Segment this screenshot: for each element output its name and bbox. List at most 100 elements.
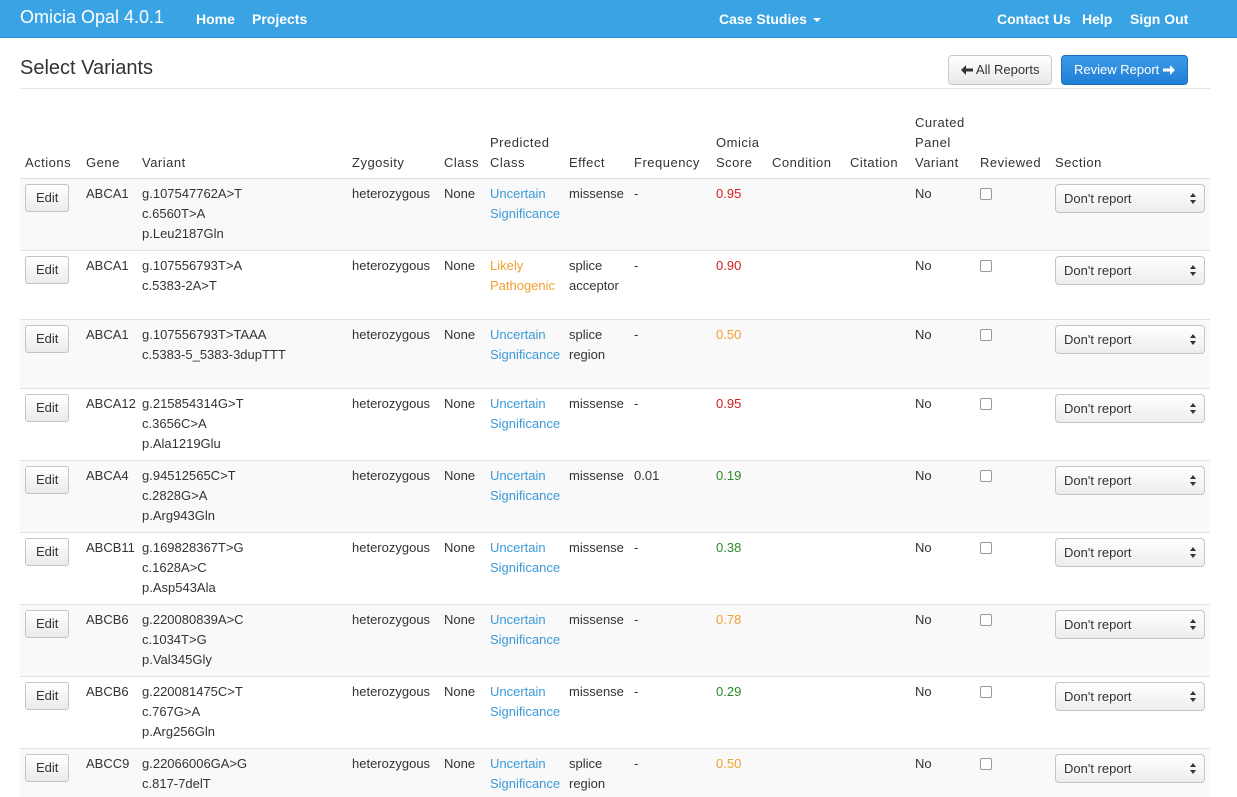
predicted-class-cell[interactable]: Uncertain Significance xyxy=(485,178,564,251)
variant-genomic: g.107556793T>TAAA xyxy=(142,327,267,342)
predicted-class-line1[interactable]: Uncertain xyxy=(490,540,546,555)
predicted-class-cell[interactable]: Likely Pathogenic xyxy=(485,250,564,320)
nav-projects[interactable]: Projects xyxy=(252,11,308,27)
section-select[interactable]: Don't report xyxy=(1055,256,1205,285)
condition-cell xyxy=(767,604,845,677)
nav-help[interactable]: Help xyxy=(1082,11,1113,27)
predicted-class-cell[interactable]: Uncertain Significance xyxy=(485,604,564,677)
section-cell: Don't report xyxy=(1050,319,1210,389)
actions-cell: Edit xyxy=(20,178,81,251)
edit-button[interactable]: Edit xyxy=(25,394,70,422)
header-citation: Citation xyxy=(845,113,910,179)
effect-cell: missense xyxy=(564,532,629,605)
predicted-class-line1[interactable]: Uncertain xyxy=(490,612,546,627)
edit-button[interactable]: Edit xyxy=(25,754,70,782)
curated-cell: No xyxy=(910,319,975,389)
predicted-class-line1[interactable]: Uncertain xyxy=(490,684,546,699)
frequency-cell: - xyxy=(629,676,711,749)
predicted-class-cell[interactable]: Uncertain Significance xyxy=(485,388,564,461)
frequency-cell: - xyxy=(629,748,711,797)
variant-protein: p.Asp543Ala xyxy=(142,580,216,595)
review-report-button[interactable]: Review Report xyxy=(1061,55,1188,85)
predicted-class-line2[interactable]: Significance xyxy=(490,704,561,719)
class-cell: None xyxy=(439,460,485,533)
variant-cell: g.215854314G>T c.3656C>A p.Ala1219Glu xyxy=(137,388,347,461)
effect-line1: missense xyxy=(569,684,624,699)
gene-cell: ABCA12 xyxy=(81,388,137,461)
reviewed-checkbox[interactable] xyxy=(980,686,992,698)
predicted-class-line2[interactable]: Significance xyxy=(490,206,561,221)
edit-button[interactable]: Edit xyxy=(25,325,70,353)
reviewed-cell xyxy=(975,178,1050,251)
reviewed-checkbox[interactable] xyxy=(980,260,992,272)
nav-sign-out[interactable]: Sign Out xyxy=(1130,11,1189,27)
predicted-class-line2[interactable]: Pathogenic xyxy=(490,278,556,293)
predicted-class-line1[interactable]: Uncertain xyxy=(490,186,546,201)
section-select[interactable]: Don't report xyxy=(1055,610,1205,639)
predicted-class-line1[interactable]: Uncertain xyxy=(490,756,546,771)
predicted-class-line1[interactable]: Likely xyxy=(490,258,524,273)
variant-coding: c.1034T>G xyxy=(142,632,207,647)
reviewed-checkbox[interactable] xyxy=(980,188,992,200)
reviewed-cell xyxy=(975,250,1050,320)
section-select[interactable]: Don't report xyxy=(1055,754,1205,783)
reviewed-checkbox[interactable] xyxy=(980,470,992,482)
predicted-class-line2[interactable]: Significance xyxy=(490,347,561,362)
reviewed-cell xyxy=(975,748,1050,797)
reviewed-checkbox[interactable] xyxy=(980,398,992,410)
predicted-class-line2[interactable]: Significance xyxy=(490,560,561,575)
edit-button[interactable]: Edit xyxy=(25,682,70,710)
edit-button[interactable]: Edit xyxy=(25,184,70,212)
reviewed-cell xyxy=(975,460,1050,533)
zygosity-cell: heterozygous xyxy=(347,319,439,389)
section-select[interactable]: Don't report xyxy=(1055,394,1205,423)
gene-cell: ABCC9 xyxy=(81,748,137,797)
condition-cell xyxy=(767,460,845,533)
reviewed-checkbox[interactable] xyxy=(980,614,992,626)
gene-cell: ABCA1 xyxy=(81,319,137,389)
select-arrows-icon xyxy=(1190,547,1196,559)
variant-cell: g.107547762A>T c.6560T>A p.Leu2187Gln xyxy=(137,178,347,251)
gene-cell: ABCA1 xyxy=(81,178,137,251)
reviewed-checkbox[interactable] xyxy=(980,329,992,341)
variant-coding: c.3656C>A xyxy=(142,416,207,431)
variants-table: Actions Gene Variant Zygosity Class Pred… xyxy=(20,113,1210,797)
section-select[interactable]: Don't report xyxy=(1055,325,1205,354)
predicted-class-cell[interactable]: Uncertain Significance xyxy=(485,676,564,749)
reviewed-checkbox[interactable] xyxy=(980,758,992,770)
actions-cell: Edit xyxy=(20,604,81,677)
section-select[interactable]: Don't report xyxy=(1055,184,1205,213)
zygosity-cell: heterozygous xyxy=(347,460,439,533)
condition-cell xyxy=(767,319,845,389)
predicted-class-line1[interactable]: Uncertain xyxy=(490,327,546,342)
brand-logo[interactable]: Omicia Opal 4.0.1 xyxy=(20,7,165,27)
predicted-class-line2[interactable]: Significance xyxy=(490,632,561,647)
predicted-class-cell[interactable]: Uncertain Significance xyxy=(485,319,564,389)
citation-cell xyxy=(845,676,910,749)
predicted-class-cell[interactable]: Uncertain Significance xyxy=(485,532,564,605)
edit-button[interactable]: Edit xyxy=(25,466,70,494)
predicted-class-line1[interactable]: Uncertain xyxy=(490,468,546,483)
nav-case-studies-label: Case Studies xyxy=(719,11,807,27)
predicted-class-cell[interactable]: Uncertain Significance xyxy=(485,460,564,533)
nav-contact-us[interactable]: Contact Us xyxy=(997,11,1071,27)
edit-button[interactable]: Edit xyxy=(25,538,70,566)
actions-cell: Edit xyxy=(20,319,81,389)
predicted-class-line2[interactable]: Significance xyxy=(490,488,561,503)
edit-button[interactable]: Edit xyxy=(25,256,70,284)
variant-genomic: g.94512565C>T xyxy=(142,468,236,483)
reviewed-checkbox[interactable] xyxy=(980,542,992,554)
predicted-class-line2[interactable]: Significance xyxy=(490,416,561,431)
section-select[interactable]: Don't report xyxy=(1055,466,1205,495)
zygosity-cell: heterozygous xyxy=(347,604,439,677)
all-reports-button[interactable]: All Reports xyxy=(948,55,1053,85)
section-select[interactable]: Don't report xyxy=(1055,538,1205,567)
predicted-class-cell[interactable]: Uncertain Significance xyxy=(485,748,564,797)
predicted-class-line2[interactable]: Significance xyxy=(490,776,561,791)
section-select[interactable]: Don't report xyxy=(1055,682,1205,711)
effect-line1: missense xyxy=(569,612,624,627)
nav-case-studies[interactable]: Case Studies xyxy=(719,11,821,27)
predicted-class-line1[interactable]: Uncertain xyxy=(490,396,546,411)
nav-home[interactable]: Home xyxy=(196,11,235,27)
edit-button[interactable]: Edit xyxy=(25,610,70,638)
